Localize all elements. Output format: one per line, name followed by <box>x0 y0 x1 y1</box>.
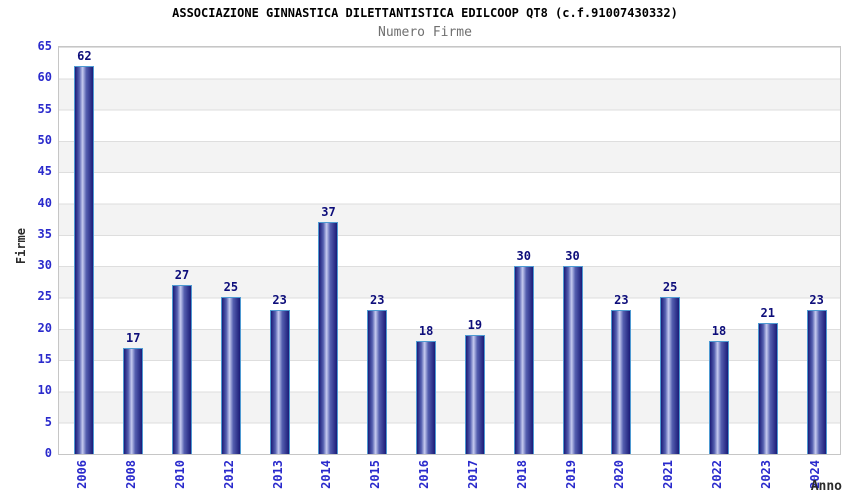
x-axis-tick-labels: 2006 2008 2010 2012 2013 2014 2015 2016 2017 2018… <box>58 460 841 500</box>
y-tick-25: 25 <box>37 289 52 304</box>
bar-2013 <box>269 310 290 454</box>
y-tick-10: 10 <box>37 383 52 398</box>
bar-2016 <box>416 341 437 454</box>
bar-2023 <box>757 322 778 454</box>
plot-area: 62 17 27 25 23 37 23 18 19 30 30 23 25 18 21 23 <box>58 46 841 455</box>
bar-2006 <box>74 65 95 454</box>
bar-value-2021: 25 <box>662 280 678 295</box>
x-tick-2016: 2016 <box>417 460 432 489</box>
bar-2019 <box>562 266 583 454</box>
x-tick-2017: 2017 <box>465 460 480 489</box>
y-tick-0: 0 <box>44 446 52 460</box>
bar-value-2013: 23 <box>272 292 287 307</box>
bar-value-2017: 19 <box>467 318 483 333</box>
bar-2017 <box>464 335 485 454</box>
bar-value-2020: 23 <box>614 292 629 307</box>
chart-title: ASSOCIAZIONE GINNASTICA DILETTANTISTICA … <box>172 6 678 20</box>
y-tick-50: 50 <box>37 132 52 147</box>
y-tick-45: 45 <box>37 164 52 179</box>
bar-value-2019: 30 <box>565 249 580 264</box>
bar-value-2010: 27 <box>174 267 190 282</box>
bar-value-2014: 37 <box>321 205 336 220</box>
bar-value-2023: 21 <box>760 305 775 320</box>
x-tick-2021: 2021 <box>661 460 676 489</box>
bar-value-2015: 23 <box>370 292 385 307</box>
bar-value-2008: 17 <box>125 330 141 345</box>
x-tick-2020: 2020 <box>612 460 627 489</box>
x-tick-2014: 2014 <box>319 460 334 489</box>
bar-2018 <box>513 266 534 454</box>
bar-value-2016: 18 <box>418 324 434 339</box>
bar-2012 <box>220 297 241 454</box>
x-tick-2010: 2010 <box>173 460 188 489</box>
x-tick-2006: 2006 <box>75 460 90 489</box>
x-axis-title: Anno <box>810 479 842 494</box>
chart-subtitle: Numero Firme <box>378 25 472 40</box>
y-tick-55: 55 <box>37 101 52 116</box>
y-tick-65: 65 <box>37 39 52 53</box>
x-tick-2012: 2012 <box>221 460 236 489</box>
bar-2015 <box>367 310 388 454</box>
x-tick-2015: 2015 <box>368 460 383 489</box>
bar-value-2022: 18 <box>711 324 727 339</box>
x-tick-2019: 2019 <box>563 460 578 489</box>
bar-value-2006: 62 <box>77 48 92 63</box>
y-tick-35: 35 <box>37 226 52 241</box>
y-tick-20: 20 <box>37 320 52 335</box>
y-tick-5: 5 <box>44 414 52 429</box>
y-tick-15: 15 <box>37 352 52 367</box>
bar-2008 <box>123 347 144 454</box>
bar-2020 <box>611 310 632 454</box>
bar-2024 <box>806 310 827 454</box>
x-tick-2008: 2008 <box>124 460 139 489</box>
x-tick-2023: 2023 <box>758 460 773 489</box>
y-tick-60: 60 <box>37 70 52 85</box>
x-tick-2022: 2022 <box>709 460 724 489</box>
y-tick-40: 40 <box>37 195 52 210</box>
x-tick-2018: 2018 <box>514 460 529 489</box>
bar-value-2012: 25 <box>223 280 239 295</box>
bar-value-2018: 30 <box>516 249 531 264</box>
y-tick-30: 30 <box>37 258 52 273</box>
bar-value-2024: 23 <box>809 292 824 307</box>
x-tick-2013: 2013 <box>270 460 285 489</box>
bar-2022 <box>708 341 729 454</box>
bar-2014 <box>318 222 339 454</box>
bar-2010 <box>172 284 193 454</box>
bar-2021 <box>660 297 681 454</box>
